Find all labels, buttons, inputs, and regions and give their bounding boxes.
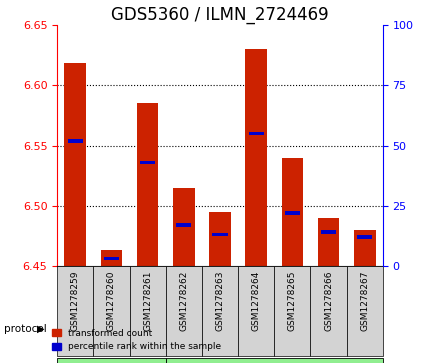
Text: GSM1278267: GSM1278267 [360, 270, 369, 331]
Bar [213, 233, 227, 236]
FancyBboxPatch shape [311, 266, 347, 356]
Bar [137, 103, 158, 266]
FancyBboxPatch shape [57, 266, 93, 356]
Bar [321, 230, 336, 234]
Bar [246, 49, 267, 266]
Text: GSM1278259: GSM1278259 [71, 270, 80, 331]
Text: GSM1278266: GSM1278266 [324, 270, 333, 331]
FancyBboxPatch shape [129, 266, 166, 356]
Bar [209, 212, 231, 266]
FancyBboxPatch shape [93, 266, 129, 356]
Text: GSM1278260: GSM1278260 [107, 270, 116, 331]
Legend: transformed count, percentile rank within the sample: transformed count, percentile rank withi… [48, 325, 225, 355]
Text: GSM1278264: GSM1278264 [252, 270, 260, 331]
Bar [176, 223, 191, 227]
Bar [104, 257, 119, 260]
FancyBboxPatch shape [202, 266, 238, 356]
FancyBboxPatch shape [274, 266, 311, 356]
Title: GDS5360 / ILMN_2724469: GDS5360 / ILMN_2724469 [111, 6, 329, 24]
Bar [173, 188, 194, 266]
Bar [354, 230, 376, 266]
Bar [318, 217, 339, 266]
Text: GSM1278263: GSM1278263 [216, 270, 224, 331]
Text: protocol: protocol [4, 323, 47, 334]
FancyBboxPatch shape [238, 266, 274, 356]
FancyBboxPatch shape [166, 358, 383, 363]
Bar [68, 139, 83, 143]
Bar [101, 250, 122, 266]
Text: GSM1278265: GSM1278265 [288, 270, 297, 331]
FancyBboxPatch shape [57, 358, 166, 363]
Text: GSM1278262: GSM1278262 [180, 270, 188, 331]
Bar [282, 158, 303, 266]
Text: GSM1278261: GSM1278261 [143, 270, 152, 331]
Bar [140, 160, 155, 164]
Bar [357, 235, 372, 238]
Bar [249, 132, 264, 135]
FancyBboxPatch shape [166, 266, 202, 356]
Bar [64, 63, 86, 266]
FancyBboxPatch shape [347, 266, 383, 356]
Text: ▶: ▶ [37, 323, 45, 334]
Bar [285, 211, 300, 215]
